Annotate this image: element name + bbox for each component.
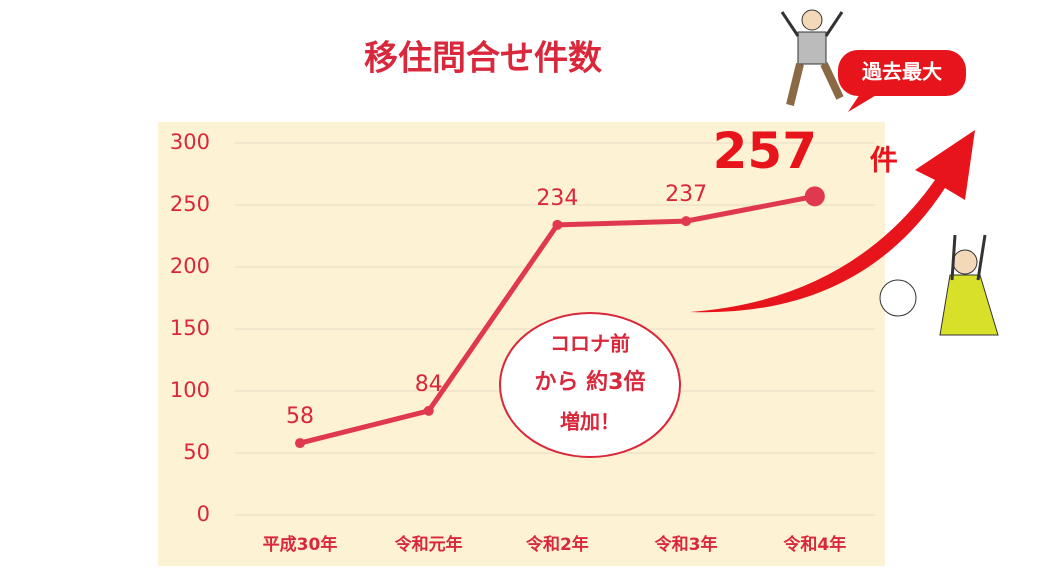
x-tick-label: 令和4年 bbox=[783, 534, 846, 555]
badge-box bbox=[838, 50, 966, 96]
person-woman bbox=[879, 234, 999, 336]
note-line: コロナ前 bbox=[550, 332, 630, 356]
badge-text: 過去最大 bbox=[862, 60, 942, 84]
value-label: 257 bbox=[713, 122, 817, 180]
value-label: 58 bbox=[286, 404, 314, 429]
value-label: 237 bbox=[665, 182, 707, 207]
note-line: から 約3倍 bbox=[535, 369, 646, 395]
x-tick-label: 平成30年 bbox=[263, 534, 338, 555]
y-tick-label: 0 bbox=[197, 502, 210, 526]
point bbox=[295, 438, 305, 449]
value-label: 84 bbox=[415, 372, 443, 397]
note-bubble bbox=[499, 312, 681, 458]
y-tick-label: 300 bbox=[170, 130, 210, 154]
x-tick-label: 令和2年 bbox=[526, 534, 589, 555]
note-line: 増加！ bbox=[560, 410, 620, 434]
point bbox=[681, 216, 692, 227]
rising-arrow bbox=[690, 130, 975, 313]
x-tick-label: 令和元年 bbox=[395, 534, 463, 555]
plot: 0 50 100 150 200 250 300 平成30年 58 令和元年 84 令和2年 234 令和… bbox=[170, 122, 898, 555]
point bbox=[804, 186, 825, 207]
y-tick-label: 150 bbox=[170, 316, 210, 340]
y-tick-label: 100 bbox=[170, 378, 210, 402]
point bbox=[423, 405, 434, 416]
x-tick-label: 令和3年 bbox=[655, 534, 718, 555]
y-tick-label: 250 bbox=[170, 192, 210, 216]
person-man bbox=[780, 9, 844, 106]
y-tick-label: 50 bbox=[183, 440, 210, 464]
value-unit: 件 bbox=[870, 143, 898, 176]
badge-tail bbox=[848, 94, 878, 112]
chart-title: 移住問合せ件数 bbox=[364, 39, 602, 79]
y-tick-label: 200 bbox=[170, 254, 210, 278]
value-label: 234 bbox=[536, 186, 578, 211]
point bbox=[552, 219, 563, 230]
